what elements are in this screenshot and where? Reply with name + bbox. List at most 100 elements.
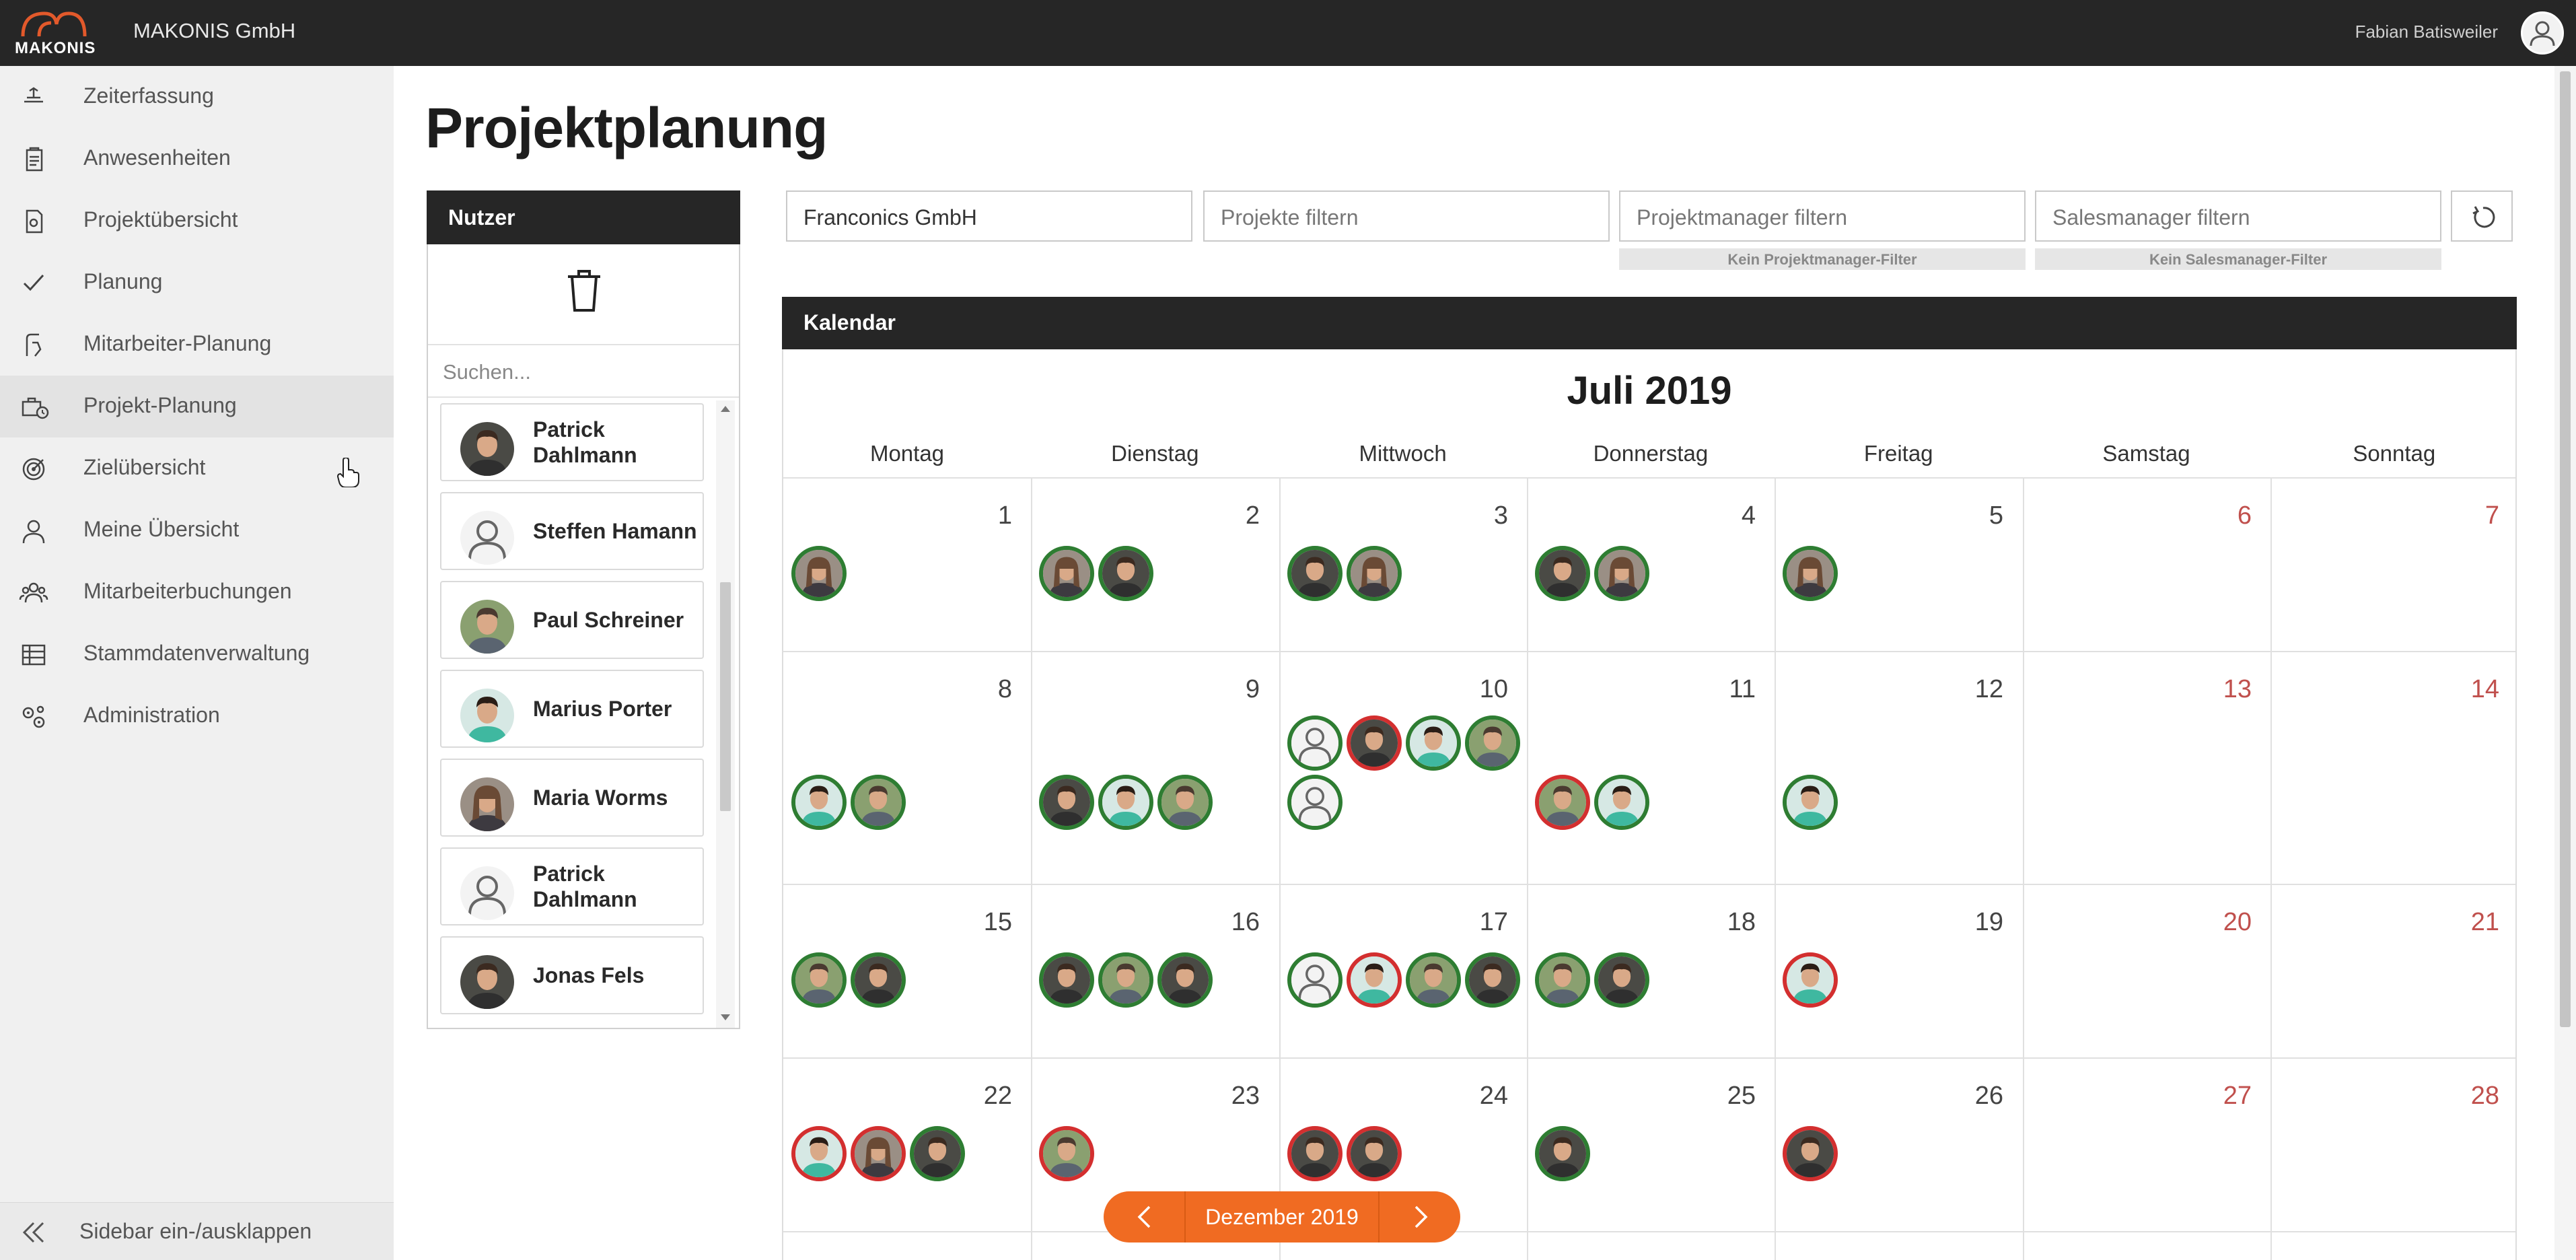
sidebar-item-administration[interactable]: Administration	[0, 685, 394, 747]
assigned-employee-avatar[interactable]	[1535, 546, 1590, 601]
scroll-up-arrow-icon[interactable]	[721, 406, 730, 412]
assigned-employee-avatar[interactable]	[1535, 952, 1590, 1008]
assigned-employee-avatar[interactable]	[1783, 1126, 1838, 1181]
calendar-day-cell[interactable]: 17	[1279, 884, 1527, 1057]
sidebar-item-projektübersicht[interactable]: Projektübersicht	[0, 190, 394, 252]
assigned-employee-avatar[interactable]	[791, 546, 847, 601]
calendar-day-cell[interactable]: 13	[2023, 651, 2270, 884]
user-card[interactable]: Marius Porter	[440, 670, 704, 748]
calendar-day-cell[interactable]: 28	[2270, 1057, 2515, 1231]
assigned-employee-avatar[interactable]	[1594, 952, 1649, 1008]
calendar-day-cell[interactable]: 6	[2023, 477, 2270, 651]
user-card[interactable]: Jonas Fels	[440, 936, 704, 1014]
assigned-employee-avatar[interactable]	[1465, 715, 1520, 771]
previous-month-button[interactable]	[1104, 1191, 1186, 1242]
user-card[interactable]: Steffen Hamann	[440, 492, 704, 570]
assigned-employee-avatar[interactable]	[1535, 775, 1590, 830]
assigned-employee-avatar[interactable]	[791, 775, 847, 830]
sidebar-item-zielübersicht[interactable]: Zielübersicht	[0, 438, 394, 499]
assigned-employee-avatar[interactable]	[1287, 775, 1343, 830]
assigned-employee-avatar[interactable]	[1098, 546, 1153, 601]
calendar-day-cell[interactable]: 1	[783, 477, 1031, 651]
user-avatar[interactable]	[2521, 11, 2564, 55]
user-card[interactable]: Paul Schreiner	[440, 581, 704, 659]
calendar-day-cell[interactable]: 27	[2023, 1057, 2270, 1231]
assigned-employee-avatar[interactable]	[1039, 952, 1094, 1008]
user-card[interactable]: Patrick Dahlmann	[440, 403, 704, 481]
page-scrollbar[interactable]	[2554, 66, 2576, 1260]
sales-manager-filter-input[interactable]: Salesmanager filtern	[2035, 190, 2441, 242]
calendar-day-cell[interactable]: 9	[1031, 651, 1279, 884]
assigned-employee-avatar[interactable]	[851, 1126, 906, 1181]
user-card[interactable]: Maria Worms	[440, 759, 704, 837]
assigned-employee-avatar[interactable]	[1347, 952, 1402, 1008]
user-search-input[interactable]: Suchen...	[428, 344, 739, 398]
sidebar-item-anwesenheiten[interactable]: Anwesenheiten	[0, 128, 394, 190]
next-month-button[interactable]	[1378, 1191, 1460, 1242]
calendar-day-cell[interactable]: 24	[1279, 1057, 1527, 1231]
calendar-day-cell[interactable]: 16	[1031, 884, 1279, 1057]
reset-filters-button[interactable]	[2451, 190, 2513, 242]
calendar-day-cell[interactable]: 25	[1527, 1057, 1775, 1231]
calendar-day-cell[interactable]: 18	[1527, 884, 1775, 1057]
assigned-employee-avatar[interactable]	[1039, 775, 1094, 830]
assigned-employee-avatar[interactable]	[1287, 952, 1343, 1008]
sidebar-item-projekt-planung[interactable]: Projekt-Planung	[0, 376, 394, 438]
month-switcher-label[interactable]: Dezember 2019	[1205, 1205, 1359, 1229]
trash-icon[interactable]	[565, 269, 603, 313]
assigned-employee-avatar[interactable]	[1347, 1126, 1402, 1181]
sidebar-item-mitarbeiterbuchungen[interactable]: Mitarbeiterbuchungen	[0, 561, 394, 623]
calendar-day-cell[interactable]: 19	[1775, 884, 2022, 1057]
calendar-day-cell[interactable]: 22	[783, 1057, 1031, 1231]
assigned-employee-avatar[interactable]	[1039, 1126, 1094, 1181]
current-user-name[interactable]: Fabian Batisweiler	[2355, 22, 2498, 42]
calendar-day-cell[interactable]: 14	[2270, 651, 2515, 884]
sidebar-item-zeiterfassung[interactable]: Zeiterfassung	[0, 66, 394, 128]
calendar-day-cell[interactable]: 12	[1775, 651, 2022, 884]
project-manager-filter-input[interactable]: Projektmanager filtern	[1619, 190, 2026, 242]
assigned-employee-avatar[interactable]	[1157, 775, 1213, 830]
calendar-day-cell[interactable]: 3	[1279, 477, 1527, 651]
calendar-day-cell[interactable]: 2	[1031, 477, 1279, 651]
assigned-employee-avatar[interactable]	[851, 952, 906, 1008]
sidebar-toggle-button[interactable]: Sidebar ein-/ausklappen	[0, 1202, 394, 1260]
company-filter-input[interactable]: Franconics GmbH	[786, 190, 1192, 242]
assigned-employee-avatar[interactable]	[1594, 775, 1649, 830]
calendar-day-cell[interactable]: 26	[1775, 1057, 2022, 1231]
assigned-employee-avatar[interactable]	[1098, 952, 1153, 1008]
calendar-day-cell[interactable]: 4	[1527, 477, 1775, 651]
user-list-scrollbar[interactable]	[716, 400, 735, 1028]
scroll-down-arrow-icon[interactable]	[721, 1014, 730, 1020]
assigned-employee-avatar[interactable]	[1287, 715, 1343, 771]
calendar-day-cell[interactable]: 5	[1775, 477, 2022, 651]
assigned-employee-avatar[interactable]	[1347, 546, 1402, 601]
assigned-employee-avatar[interactable]	[1287, 546, 1343, 601]
user-card[interactable]: Patrick Dahlmann	[440, 847, 704, 925]
calendar-day-cell[interactable]: 20	[2023, 884, 2270, 1057]
calendar-day-cell[interactable]: 8	[783, 651, 1031, 884]
sidebar-item-stammdatenverwaltung[interactable]: Stammdatenverwaltung	[0, 623, 394, 685]
calendar-day-cell[interactable]: 11	[1527, 651, 1775, 884]
assigned-employee-avatar[interactable]	[1347, 715, 1402, 771]
assigned-employee-avatar[interactable]	[1406, 715, 1461, 771]
calendar-day-cell[interactable]: 10	[1279, 651, 1527, 884]
assigned-employee-avatar[interactable]	[791, 1126, 847, 1181]
scroll-thumb[interactable]	[720, 582, 731, 811]
assigned-employee-avatar[interactable]	[1406, 952, 1461, 1008]
assigned-employee-avatar[interactable]	[1287, 1126, 1343, 1181]
sidebar-item-planung[interactable]: Planung	[0, 252, 394, 314]
calendar-day-cell[interactable]: 23	[1031, 1057, 1279, 1231]
assigned-employee-avatar[interactable]	[1465, 952, 1520, 1008]
assigned-employee-avatar[interactable]	[1783, 775, 1838, 830]
makonis-logo[interactable]: MAKONIS	[15, 9, 95, 57]
calendar-day-cell[interactable]: 7	[2270, 477, 2515, 651]
assigned-employee-avatar[interactable]	[791, 952, 847, 1008]
assigned-employee-avatar[interactable]	[1098, 775, 1153, 830]
assigned-employee-avatar[interactable]	[1157, 952, 1213, 1008]
assigned-employee-avatar[interactable]	[851, 775, 906, 830]
assigned-employee-avatar[interactable]	[1594, 546, 1649, 601]
assigned-employee-avatar[interactable]	[1039, 546, 1094, 601]
calendar-day-cell[interactable]: 15	[783, 884, 1031, 1057]
sidebar-item-mitarbeiter-planung[interactable]: Mitarbeiter-Planung	[0, 314, 394, 376]
assigned-employee-avatar[interactable]	[1535, 1126, 1590, 1181]
